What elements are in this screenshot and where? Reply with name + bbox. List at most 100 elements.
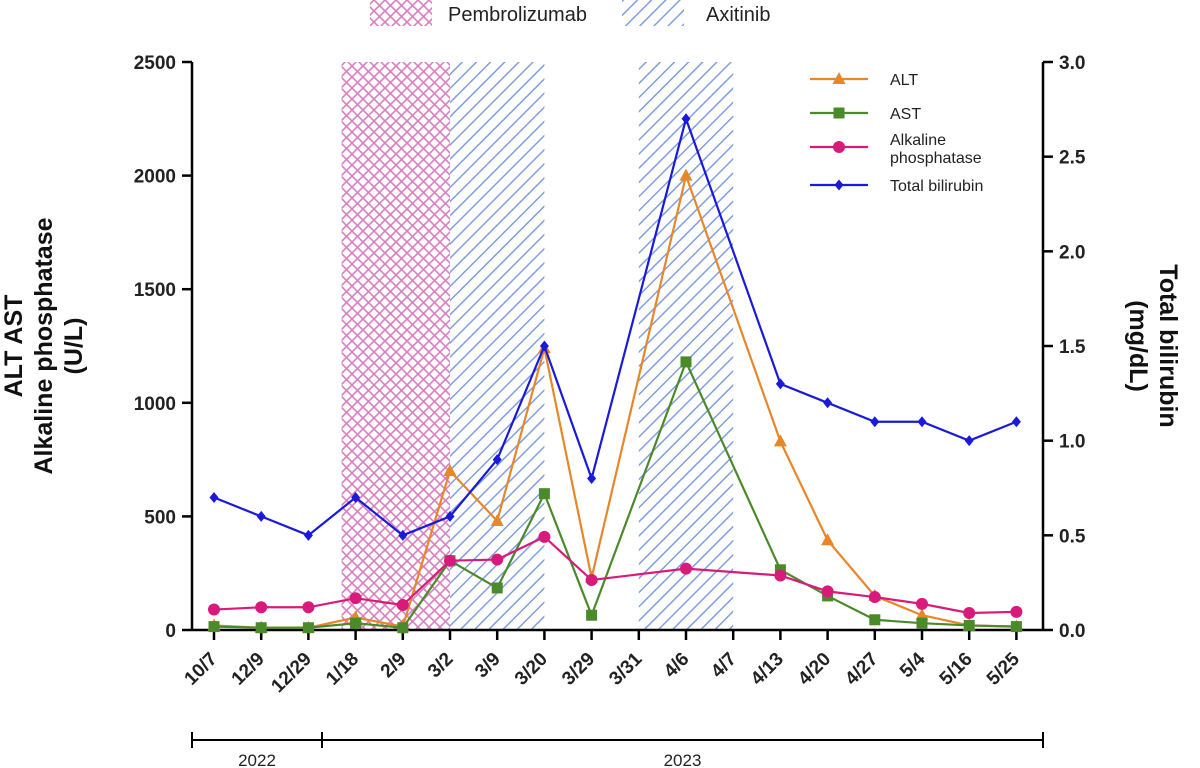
data-point-alkaline-phosphatase: [916, 597, 928, 610]
data-point-ast: [302, 622, 314, 634]
y-left-tick-label: 1500: [134, 280, 176, 301]
x-tick-label: 5/16: [936, 649, 977, 690]
data-point-alt: [915, 608, 929, 621]
legend-label-total-bilirubin: Total bilirubin: [890, 178, 983, 195]
data-point-total-bilirubin: [492, 454, 502, 466]
y-right-title-line1: Total bilirubin: [1154, 264, 1182, 427]
y-right-tick-label: 3.0: [1059, 53, 1085, 74]
y-left-tick-label: 0: [165, 621, 176, 642]
data-point-total-bilirubin: [303, 529, 313, 541]
legend-marker-alt: [832, 72, 846, 84]
data-point-total-bilirubin: [351, 491, 361, 503]
x-tick-label: 5/4: [896, 648, 930, 682]
x-tick-label: 3/2: [424, 649, 458, 683]
data-point-total-bilirubin: [964, 435, 974, 447]
data-point-alkaline-phosphatase: [208, 603, 220, 616]
y-right-tick-label: 1.5: [1059, 337, 1086, 358]
y-right-tick-label: 1.0: [1059, 432, 1085, 453]
legend-marker-total-bilirubin: [834, 179, 844, 191]
data-point-alkaline-phosphatase: [349, 592, 362, 605]
data-point-ast: [963, 619, 975, 631]
x-tick-label: 4/13: [747, 649, 788, 690]
data-point-ast: [680, 356, 692, 368]
year-label-2022: 2022: [238, 751, 276, 768]
x-tick-label: 12/9: [228, 649, 269, 690]
x-tick-label: 12/29: [267, 649, 315, 697]
top-legend: Pembrolizumab Axitinib: [370, 0, 770, 26]
shaded-period-axitinib: [450, 62, 545, 630]
data-point-ast: [491, 582, 503, 594]
y-left-tick-label: 2500: [134, 53, 176, 74]
x-tick-label: 4/20: [794, 649, 835, 690]
data-point-total-bilirubin: [587, 473, 597, 485]
data-point-alkaline-phosphatase: [585, 574, 598, 587]
treatment-shading: [341, 62, 734, 630]
data-point-total-bilirubin: [823, 397, 833, 409]
y-left-tick-label: 500: [144, 507, 176, 528]
top-legend-swatch-pembrolizumab: [370, 0, 432, 26]
shaded-period-pembrolizumab: [341, 62, 450, 630]
series-line-ast: [213, 359, 1017, 629]
x-tick-label: 5/25: [983, 648, 1024, 689]
y-right-title-line2: (mg/dL): [1124, 300, 1152, 392]
series-line-alt: [213, 171, 1017, 629]
data-point-alkaline-phosphatase: [255, 601, 268, 614]
data-point-total-bilirubin: [445, 510, 455, 522]
top-legend-label-axitinib: Axitinib: [706, 4, 770, 26]
data-point-alkaline-phosphatase: [821, 585, 834, 598]
data-point-alkaline-phosphatase: [774, 569, 787, 582]
y-left-title-line1: ALT AST: [0, 295, 28, 398]
year-brackets: 2022 2023: [191, 732, 1044, 768]
y-right-tick-label: 2.0: [1059, 242, 1085, 263]
x-tick-label: 4/7: [707, 649, 741, 683]
y-right-tick-label: 0.5: [1059, 526, 1086, 547]
data-point-alt: [443, 463, 457, 476]
data-point-ast: [255, 622, 267, 634]
data-point-ast: [916, 617, 928, 629]
data-point-total-bilirubin: [256, 510, 266, 522]
x-tick-label: 3/9: [471, 649, 505, 683]
x-tick-label: 3/31: [605, 648, 646, 689]
legend-label-alkaline-phosphatase-1: Alkaline: [890, 132, 946, 149]
x-tick-label: 3/20: [511, 649, 552, 690]
data-point-total-bilirubin: [681, 113, 691, 125]
data-point-ast: [350, 617, 362, 629]
data-point-total-bilirubin: [209, 491, 219, 503]
series-line-alkaline-phosphatase: [213, 535, 1017, 615]
data-point-alt: [821, 533, 835, 546]
legend-marker-alkaline-phosphatase: [833, 141, 845, 153]
data-point-ast: [538, 488, 550, 500]
data-point-ast: [869, 614, 881, 626]
data-point-alkaline-phosphatase: [1010, 605, 1023, 618]
data-point-alkaline-phosphatase: [538, 530, 551, 543]
data-point-alkaline-phosphatase: [868, 591, 881, 604]
data-point-alt: [773, 434, 787, 447]
data-point-ast: [397, 622, 409, 634]
data-point-total-bilirubin: [775, 378, 785, 390]
data-point-total-bilirubin: [870, 416, 880, 428]
data-point-alkaline-phosphatase: [963, 606, 976, 619]
legend-label-alt: ALT: [890, 72, 918, 89]
data-point-ast: [1010, 621, 1022, 633]
x-tick-label: 10/7: [181, 649, 222, 690]
top-legend-swatch-axitinib: [622, 0, 684, 26]
data-point-alkaline-phosphatase: [444, 554, 456, 567]
series-line-total-bilirubin: [213, 115, 1017, 537]
y-left-title-line2: Alkaline phosphatase: [30, 217, 58, 474]
data-point-ast: [586, 609, 598, 621]
y-right-tick-label: 0.0: [1059, 621, 1085, 642]
x-tick-label: 1/18: [322, 649, 363, 690]
data-point-ast: [208, 621, 220, 633]
data-point-total-bilirubin: [398, 529, 408, 541]
x-tick-label: 4/6: [660, 649, 694, 683]
x-tick-label: 2/9: [377, 649, 411, 683]
shaded-period-axitinib: [638, 62, 734, 630]
data-point-total-bilirubin: [917, 416, 927, 428]
y-left-tick-label: 2000: [134, 167, 176, 188]
data-point-alkaline-phosphatase: [680, 562, 692, 575]
legend-label-alkaline-phosphatase-2: phosphatase: [890, 150, 982, 167]
top-legend-label-pembrolizumab: Pembrolizumab: [448, 4, 587, 26]
y-left-title-line3: (U/L): [60, 318, 88, 375]
